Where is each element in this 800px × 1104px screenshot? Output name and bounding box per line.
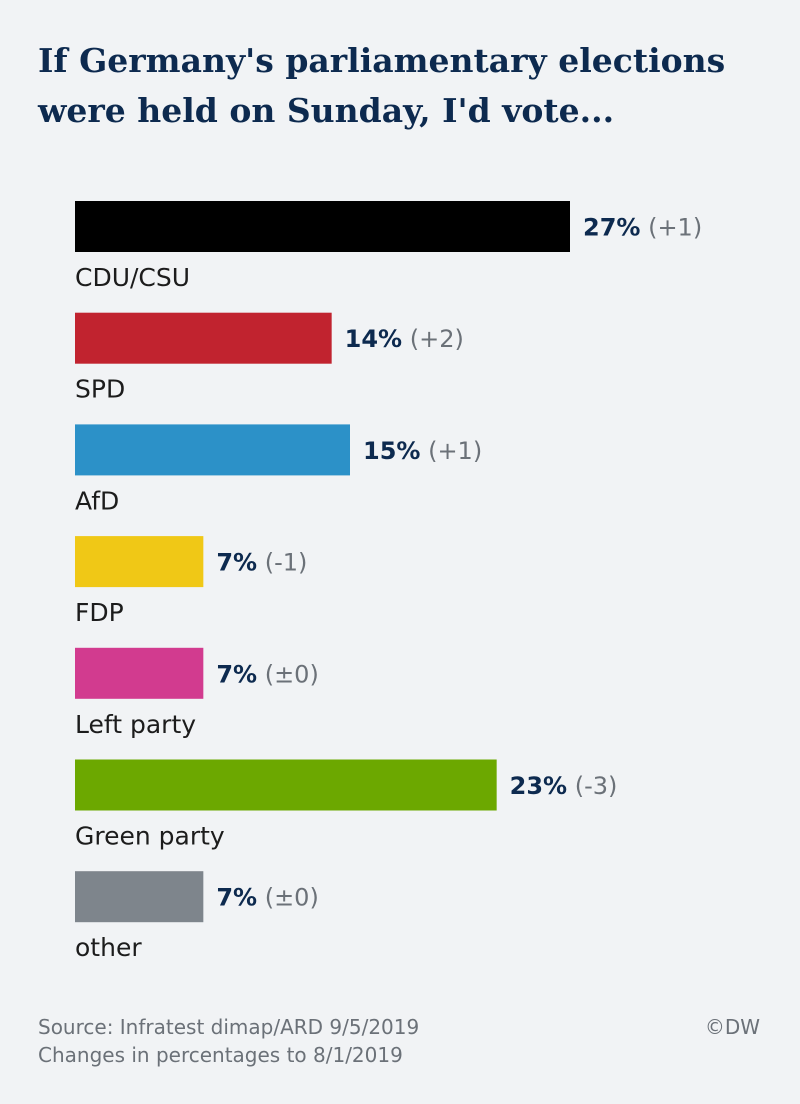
category-label-fdp: FDP bbox=[75, 598, 124, 627]
value-change: (±0) bbox=[257, 660, 319, 688]
bar-left-party bbox=[75, 647, 204, 699]
bar-other bbox=[75, 871, 204, 923]
value-percent: 23% bbox=[510, 772, 567, 800]
value-label-cdu-csu: 27% (+1) bbox=[583, 214, 702, 242]
value-label-afd: 15% (+1) bbox=[363, 437, 482, 465]
value-label-green-party: 23% (-3) bbox=[510, 772, 618, 800]
value-label-other: 7% (±0) bbox=[216, 884, 318, 912]
value-percent: 7% bbox=[216, 884, 257, 912]
source-note: Source: Infratest dimap/ARD 9/5/2019 bbox=[38, 1015, 420, 1039]
bar-spd bbox=[75, 312, 332, 364]
chart-title: If Germany's parliamentary elections wer… bbox=[38, 41, 726, 130]
value-change: (+1) bbox=[640, 214, 702, 242]
bar-afd bbox=[75, 424, 350, 476]
value-change: (+2) bbox=[402, 325, 464, 353]
value-percent: 27% bbox=[583, 214, 640, 242]
category-label-spd: SPD bbox=[75, 375, 125, 404]
value-change: (+1) bbox=[420, 437, 482, 465]
category-label-green-party: Green party bbox=[75, 822, 225, 851]
value-percent: 15% bbox=[363, 437, 420, 465]
category-label-cdu-csu: CDU/CSU bbox=[75, 263, 190, 292]
category-label-left-party: Left party bbox=[75, 710, 196, 739]
bar-green-party bbox=[75, 759, 497, 811]
value-percent: 14% bbox=[345, 325, 402, 353]
value-percent: 7% bbox=[216, 549, 257, 577]
bar-fdp bbox=[75, 536, 204, 588]
dw-logo-text: ©DW bbox=[704, 1015, 760, 1039]
value-label-left-party: 7% (±0) bbox=[216, 660, 318, 688]
category-label-other: other bbox=[75, 933, 142, 962]
bar-cdu-csu bbox=[75, 201, 570, 252]
category-label-afd: AfD bbox=[75, 486, 119, 515]
value-label-fdp: 7% (-1) bbox=[216, 549, 307, 577]
change-note: Changes in percentages to 8/1/2019 bbox=[38, 1043, 403, 1067]
value-change: (±0) bbox=[257, 884, 319, 912]
value-change: (-1) bbox=[257, 549, 307, 577]
value-label-spd: 14% (+2) bbox=[345, 325, 464, 353]
value-percent: 7% bbox=[216, 660, 257, 688]
chart-footer: Source: Infratest dimap/ARD 9/5/2019 Cha… bbox=[38, 1013, 419, 1069]
value-change: (-3) bbox=[567, 772, 617, 800]
